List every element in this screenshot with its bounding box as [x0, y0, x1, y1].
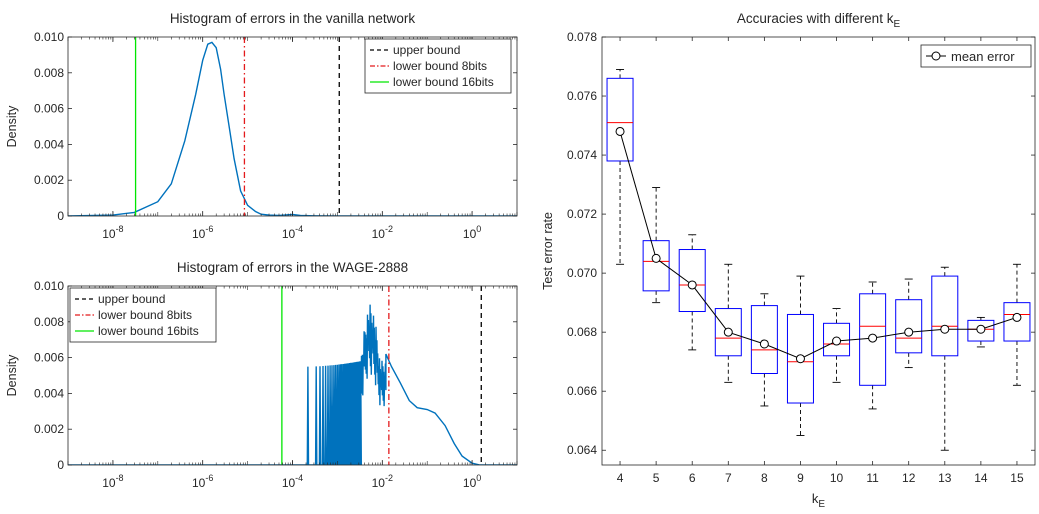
y-tick-label: 0.008: [34, 66, 64, 80]
x-tick-label: 100: [463, 473, 481, 490]
boxplot-panel: Accuracies with different kE Test error r…: [541, 11, 1036, 510]
y-tick-label: 0.006: [34, 351, 64, 365]
mean-marker: [687, 280, 697, 290]
box-11: [859, 281, 887, 410]
iqr-box: [967, 319, 995, 342]
iqr-box: [606, 77, 634, 162]
x-tick-label: 10: [830, 471, 844, 485]
iqr-box: [678, 249, 706, 313]
legend-label: upper bound: [393, 43, 460, 57]
mean-marker: [723, 327, 733, 337]
iqr-box: [642, 240, 670, 292]
y-tick-label: 0.004: [34, 137, 64, 151]
density-curve: [68, 304, 517, 465]
legend: upper bound lower bound 8bits lower bound …: [69, 287, 217, 343]
y-tick-label: 0: [57, 458, 64, 472]
box-6: [678, 234, 706, 351]
y-tick-label: 0.004: [34, 386, 64, 400]
iqr-box: [895, 299, 923, 354]
y-tick-label: 0.002: [34, 422, 64, 436]
x-tick-label: 10-8: [102, 224, 123, 241]
box-8: [750, 293, 778, 407]
axes-box: [601, 36, 1036, 466]
y-axis-label: Density: [5, 105, 19, 147]
x-tick-label: 9: [797, 471, 804, 485]
mean-marker: [759, 339, 769, 349]
box-4: [606, 69, 634, 265]
legend-label: lower bound 16bits: [98, 324, 199, 338]
mean-marker: [904, 327, 914, 337]
y-tick-label: 0.078: [567, 30, 597, 44]
x-tick-label: 15: [1010, 471, 1024, 485]
iqr-box: [714, 308, 742, 357]
mean-marker: [1012, 312, 1022, 322]
mean-marker: [940, 324, 950, 334]
mean-marker: [976, 324, 986, 334]
box-7: [714, 263, 742, 383]
mean-marker: [651, 253, 661, 263]
y-tick-label: 0: [57, 209, 64, 223]
y-tick-label: 0.076: [567, 89, 597, 103]
iqr-box: [786, 313, 814, 404]
mean-error-line: [619, 131, 1018, 360]
x-tick-label: 11: [866, 471, 879, 485]
panel-title: Histogram of errors in the vanilla netwo…: [170, 11, 416, 26]
x-tick-label: 10-4: [282, 224, 303, 241]
legend: mean error: [920, 44, 1032, 68]
y-axis-label: Test error rate: [541, 212, 555, 290]
mean-marker: [868, 333, 878, 343]
x-tick-label: 6: [689, 471, 696, 485]
legend-label: lower bound 8bits: [393, 59, 487, 73]
mean-marker: [795, 354, 805, 364]
y-tick-label: 0.064: [567, 443, 597, 457]
y-tick-label: 0.010: [34, 279, 64, 293]
x-tick-label: 100: [463, 224, 481, 241]
iqr-box: [931, 275, 959, 357]
x-tick-label: 12: [902, 471, 916, 485]
x-tick-label: 5: [653, 471, 660, 485]
x-tick-label: 4: [617, 471, 624, 485]
x-tick-label: 14: [974, 471, 988, 485]
x-tick-label: 10-2: [372, 473, 393, 490]
y-tick-label: 0.002: [34, 173, 64, 187]
mean-marker: [832, 336, 842, 346]
y-axis-label: Density: [5, 354, 19, 396]
y-tick-label: 0.066: [567, 384, 597, 398]
x-tick-label: 7: [725, 471, 732, 485]
y-tick-label: 0.010: [34, 30, 64, 44]
histogram-panel-2: Histogram of errors in the WAGE-2888 Dens…: [5, 260, 518, 490]
box-15: [1003, 263, 1031, 386]
y-tick-label: 0.070: [567, 266, 597, 280]
y-tick-label: 0.006: [34, 102, 64, 116]
x-axis-label: kE: [812, 491, 826, 510]
legend: upper bound lower bound 8bits lower bound …: [364, 38, 512, 94]
box-12: [895, 278, 923, 369]
panel-title: Accuracies with different kE: [737, 11, 901, 30]
x-tick-label: 10-8: [102, 473, 123, 490]
density-curve: [68, 41, 517, 216]
y-tick-label: 0.068: [567, 325, 597, 339]
legend-label: lower bound 8bits: [98, 308, 192, 322]
x-tick-label: 13: [938, 471, 952, 485]
y-tick-label: 0.072: [567, 207, 597, 221]
x-tick-label: 8: [761, 471, 768, 485]
histogram-panel-1: Histogram of errors in the vanilla netwo…: [5, 11, 518, 241]
x-tick-label: 10-6: [192, 224, 213, 241]
legend-label: lower bound 16bits: [393, 75, 494, 89]
box-13: [931, 266, 959, 451]
x-tick-label: 10-6: [192, 473, 213, 490]
legend-label: upper bound: [98, 292, 165, 306]
x-tick-label: 10-2: [372, 224, 393, 241]
y-tick-label: 0.008: [34, 315, 64, 329]
mean-marker: [615, 126, 625, 136]
x-tick-label: 10-4: [282, 473, 303, 490]
box-5: [642, 187, 670, 304]
legend-label: mean error: [951, 49, 1015, 64]
y-tick-label: 0.074: [567, 148, 597, 162]
panel-title: Histogram of errors in the WAGE-2888: [177, 260, 408, 275]
